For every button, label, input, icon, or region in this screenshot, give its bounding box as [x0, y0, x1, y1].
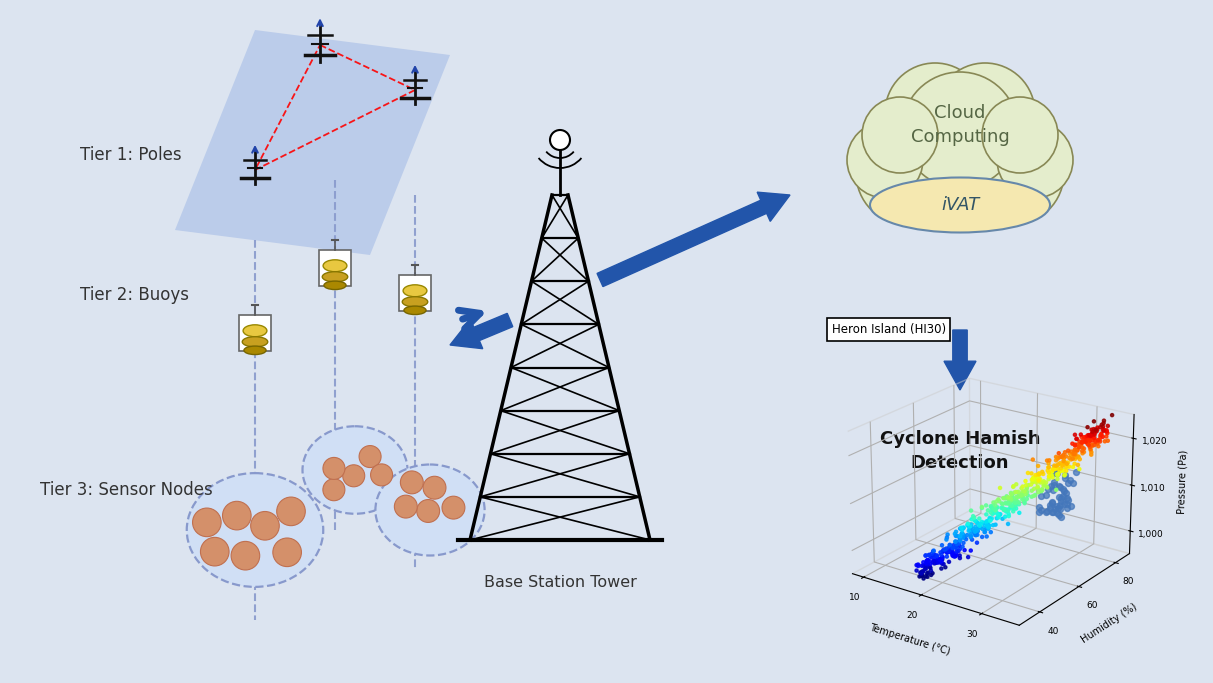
Ellipse shape [323, 260, 347, 272]
Circle shape [549, 130, 570, 150]
Circle shape [394, 495, 417, 518]
Circle shape [847, 122, 923, 198]
Circle shape [935, 63, 1035, 163]
Text: Cyclone Hamish
Detection: Cyclone Hamish Detection [879, 430, 1041, 471]
Text: Tier 1: Poles: Tier 1: Poles [80, 146, 182, 164]
Circle shape [856, 121, 959, 225]
Circle shape [400, 471, 423, 494]
Circle shape [892, 87, 1027, 223]
Text: Base Station Tower: Base Station Tower [484, 575, 637, 590]
Circle shape [343, 465, 365, 487]
Polygon shape [944, 330, 976, 390]
FancyBboxPatch shape [319, 251, 351, 286]
Circle shape [862, 97, 938, 173]
Ellipse shape [243, 337, 268, 347]
Circle shape [959, 121, 1064, 225]
Circle shape [997, 122, 1074, 198]
Ellipse shape [302, 426, 408, 514]
Circle shape [983, 97, 1058, 173]
FancyBboxPatch shape [239, 316, 272, 351]
Circle shape [251, 512, 279, 540]
Text: iVAT: iVAT [941, 196, 979, 214]
Text: Tier 2: Buoys: Tier 2: Buoys [80, 286, 189, 304]
Circle shape [193, 508, 221, 537]
Polygon shape [175, 30, 450, 255]
Y-axis label: Humidity (%): Humidity (%) [1080, 602, 1139, 645]
FancyBboxPatch shape [399, 275, 431, 311]
Ellipse shape [243, 325, 267, 337]
Circle shape [442, 496, 465, 519]
Circle shape [417, 499, 439, 522]
X-axis label: Temperature (°C): Temperature (°C) [869, 622, 952, 656]
Ellipse shape [870, 178, 1050, 232]
Polygon shape [450, 313, 513, 349]
Circle shape [232, 542, 260, 570]
Circle shape [323, 458, 344, 479]
Ellipse shape [404, 306, 426, 315]
Circle shape [323, 479, 344, 501]
Circle shape [222, 501, 251, 530]
Text: Heron Island (HI30): Heron Island (HI30) [831, 323, 946, 336]
Ellipse shape [324, 281, 346, 290]
Circle shape [902, 72, 1018, 188]
Circle shape [885, 63, 985, 163]
Circle shape [277, 497, 306, 526]
Ellipse shape [323, 272, 348, 282]
Ellipse shape [187, 473, 323, 587]
Circle shape [423, 476, 446, 499]
Text: Cloud
Computing: Cloud Computing [911, 104, 1009, 145]
Circle shape [200, 538, 229, 566]
Text: Tier 3: Sensor Nodes: Tier 3: Sensor Nodes [40, 481, 212, 499]
Ellipse shape [403, 296, 428, 307]
Ellipse shape [244, 346, 266, 354]
Ellipse shape [375, 464, 485, 555]
Circle shape [359, 445, 381, 468]
Circle shape [371, 464, 393, 486]
Polygon shape [597, 192, 790, 287]
Circle shape [273, 538, 302, 567]
Ellipse shape [403, 285, 427, 296]
